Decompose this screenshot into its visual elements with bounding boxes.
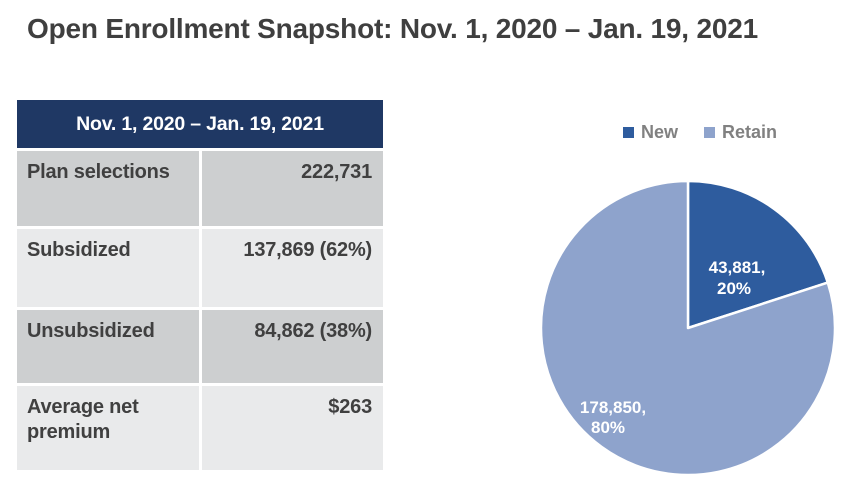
table-row-plan-selections-label: Plan selections xyxy=(17,151,199,226)
pie-chart: 43,881, 20% 178,850, 80% xyxy=(539,179,837,477)
page-title: Open Enrollment Snapshot: Nov. 1, 2020 –… xyxy=(27,13,758,44)
pie-label-new-line2: 20% xyxy=(717,279,751,298)
legend-swatch-new-icon xyxy=(622,127,634,138)
pie-legend: New Retain xyxy=(555,122,845,143)
pie-label-new-line1: 43,881, xyxy=(709,258,766,277)
table-header: Nov. 1, 2020 – Jan. 19, 2021 xyxy=(17,100,383,148)
table-row-average-net-premium-value: $263 xyxy=(201,386,383,470)
legend-item-new: New xyxy=(622,122,678,143)
table-row-subsidized-value: 137,869 (62%) xyxy=(201,229,383,307)
legend-label-new: New xyxy=(640,122,678,142)
legend-label-retain: Retain xyxy=(722,122,778,142)
table-row-unsubsidized-value: 84,862 (38%) xyxy=(201,310,383,383)
pie-slice-new xyxy=(686,179,830,330)
table-row-plan-selections-value: 222,731 xyxy=(201,151,383,226)
snapshot-table: Nov. 1, 2020 – Jan. 19, 2021 Plan select… xyxy=(17,100,383,470)
pie-label-retain-line1: 178,850, xyxy=(580,398,646,417)
table-row-average-net-premium-label: Average net premium xyxy=(17,386,199,470)
pie-slice-retain xyxy=(539,179,837,477)
table-row-unsubsidized-label: Unsubsidized xyxy=(17,310,199,383)
legend-swatch-retain-icon xyxy=(704,127,715,138)
pie-label-retain-line2: 80% xyxy=(591,418,625,437)
table-row-subsidized-label: Subsidized xyxy=(17,229,199,307)
legend-item-retain: Retain xyxy=(704,122,777,143)
